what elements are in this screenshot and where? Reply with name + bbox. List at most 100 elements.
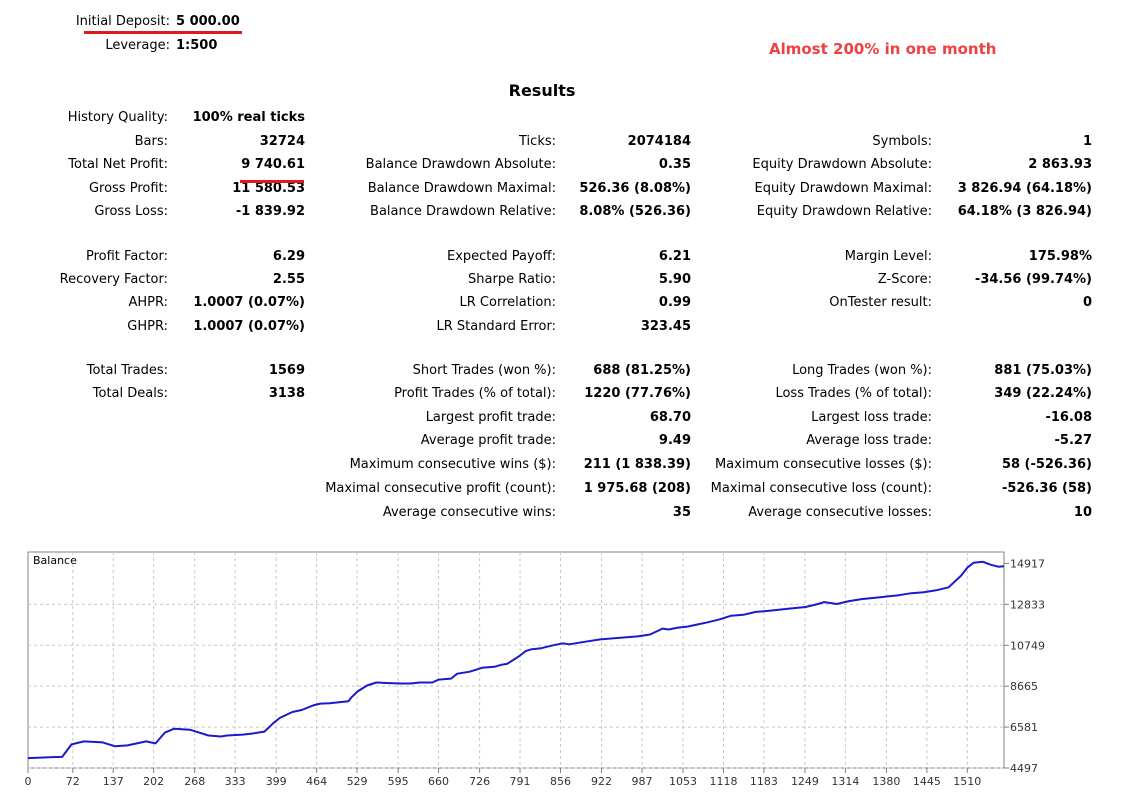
stat-value: 0 [1082, 295, 1092, 310]
stat-value: -16.08 [1045, 410, 1092, 425]
stat-value: 9 740.61 [241, 157, 305, 172]
stat-value: 6.21 [658, 249, 691, 264]
stat-label: Margin Level: [844, 249, 932, 264]
stat-value: 688 (81.25%) [593, 363, 691, 378]
stat-value: 68.70 [649, 410, 691, 425]
initial-deposit-value: 5 000.00 [176, 14, 240, 29]
stat-label: Equity Drawdown Relative: [756, 204, 932, 219]
x-tick-label: 333 [225, 775, 246, 788]
stat-label: Balance Drawdown Maximal: [367, 181, 556, 196]
stat-value: 64.18% (3 826.94) [957, 204, 1092, 219]
stat-label: AHPR: [128, 295, 168, 310]
stat-label: Maximum consecutive wins ($): [349, 457, 556, 472]
leverage-value: 1:500 [176, 38, 218, 53]
x-tick-label: 268 [184, 775, 205, 788]
stat-value: 349 (22.24%) [994, 386, 1092, 401]
x-tick-label: 726 [469, 775, 490, 788]
stat-value: -526.36 (58) [1001, 481, 1092, 496]
stat-label: Ticks: [519, 134, 556, 149]
balance-chart: 14917 12833 10749 8665 6581 4497 0 72 137 202 268 3… [25, 551, 1045, 788]
leverage-label: Leverage: [105, 38, 170, 53]
stat-label: Short Trades (won %): [412, 363, 556, 378]
stat-label: Average loss trade: [806, 433, 932, 448]
y-tick-label: 14917 [1010, 557, 1045, 570]
stat-label: Average consecutive wins: [382, 505, 556, 520]
stat-label: Sharpe Ratio: [468, 272, 556, 287]
stat-label: Symbols: [872, 134, 932, 149]
stat-value: 5.90 [658, 272, 691, 287]
initial-deposit-label: Initial Deposit: [75, 14, 170, 29]
x-tick-label: 0 [25, 775, 32, 788]
stat-value: 881 (75.03%) [994, 363, 1092, 378]
x-tick-label: 137 [103, 775, 124, 788]
stat-value: 526.36 (8.08%) [579, 181, 691, 196]
y-tick-label: 4497 [1010, 762, 1038, 775]
stat-label: Equity Drawdown Absolute: [752, 157, 932, 172]
stat-value: 58 (-526.36) [1001, 457, 1092, 472]
net-profit-underline [240, 180, 304, 183]
stat-value: -34.56 (99.74%) [974, 272, 1092, 287]
stat-label: Bars: [134, 134, 168, 149]
stat-label: Balance Drawdown Relative: [370, 204, 556, 219]
x-tick-label: 987 [631, 775, 652, 788]
y-tick-label: 8665 [1010, 680, 1038, 693]
x-tick-label: 1380 [872, 775, 900, 788]
balance-series-line [27, 560, 1005, 760]
results-title: Results [508, 81, 576, 100]
stat-value: 32724 [259, 134, 305, 149]
stat-label: Maximal consecutive loss (count): [710, 481, 932, 496]
y-tick-label: 12833 [1010, 598, 1045, 611]
x-tick-label: 529 [347, 775, 368, 788]
stat-label: Average profit trade: [420, 433, 556, 448]
x-tick-label: 922 [591, 775, 612, 788]
stat-value: 2.55 [272, 272, 305, 287]
x-tick-label: 464 [306, 775, 327, 788]
stat-value: 10 [1073, 505, 1092, 520]
x-tick-label: 1510 [953, 775, 981, 788]
x-tick-label: 595 [388, 775, 409, 788]
stat-value: 0.35 [658, 157, 691, 172]
stat-label: Total Deals: [92, 386, 168, 401]
stat-value: 1569 [268, 363, 305, 378]
stat-label: LR Correlation: [459, 295, 556, 310]
x-tick-label: 1445 [913, 775, 941, 788]
stat-label: Balance Drawdown Absolute: [365, 157, 556, 172]
x-tick-label: 1053 [669, 775, 697, 788]
stat-value: 323.45 [640, 319, 691, 334]
x-tick-label: 1249 [791, 775, 819, 788]
stat-label: Largest loss trade: [811, 410, 932, 425]
stat-value: 6.29 [272, 249, 305, 264]
stat-value: 3 826.94 (64.18%) [957, 181, 1092, 196]
x-tick-label: 791 [510, 775, 531, 788]
x-tick-label: 1183 [750, 775, 778, 788]
stat-value: 11 580.53 [232, 181, 305, 196]
stat-label: Total Trades: [86, 363, 168, 378]
stat-label: Maximum consecutive losses ($): [714, 457, 932, 472]
stat-label: Loss Trades (% of total): [775, 386, 932, 401]
stat-value: 35 [672, 505, 691, 520]
stat-label: Expected Payoff: [447, 249, 556, 264]
stat-label: OnTester result: [829, 295, 932, 310]
stat-value: 100% real ticks [192, 110, 305, 125]
y-tick-label: 6581 [1010, 721, 1038, 734]
stat-value: 2074184 [627, 134, 691, 149]
stat-label: Profit Trades (% of total): [394, 386, 556, 401]
stat-label: LR Standard Error: [436, 319, 556, 334]
x-tick-label: 1314 [831, 775, 859, 788]
x-tick-label: 856 [550, 775, 571, 788]
stat-label: Average consecutive losses: [748, 505, 932, 520]
stat-label: Maximal consecutive profit (count): [325, 481, 556, 496]
stat-label: Largest profit trade: [425, 410, 556, 425]
stat-label: Gross Loss: [94, 204, 168, 219]
stat-label: Recovery Factor: [59, 272, 168, 287]
stat-value: 9.49 [658, 433, 691, 448]
stat-value: 2 863.93 [1028, 157, 1092, 172]
stat-label: Gross Profit: [88, 181, 168, 196]
stat-value: -5.27 [1054, 433, 1092, 448]
stat-label: Equity Drawdown Maximal: [754, 181, 932, 196]
stat-value: 3138 [268, 386, 305, 401]
stat-value: -1 839.92 [235, 204, 305, 219]
y-tick-label: 10749 [1010, 639, 1045, 652]
x-tick-label: 399 [266, 775, 287, 788]
stat-label: Total Net Profit: [68, 157, 168, 172]
